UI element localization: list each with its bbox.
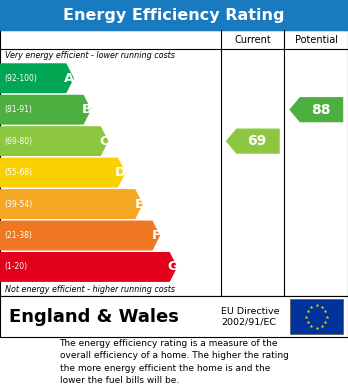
Text: Not energy efficient - higher running costs: Not energy efficient - higher running co… (5, 285, 175, 294)
Bar (290, 299, 343, 334)
Text: England & Wales: England & Wales (9, 307, 179, 326)
Bar (0, 296, 348, 337)
Text: 69: 69 (247, 134, 267, 148)
Polygon shape (0, 126, 109, 156)
Polygon shape (0, 189, 143, 219)
Bar (0, 30, 348, 296)
Polygon shape (226, 129, 280, 154)
Text: A: A (64, 72, 74, 85)
Text: B: B (82, 103, 92, 116)
Text: (39-54): (39-54) (4, 199, 32, 208)
Text: Energy Efficiency Rating: Energy Efficiency Rating (63, 7, 285, 23)
Polygon shape (0, 158, 126, 188)
Text: Current: Current (234, 35, 271, 45)
Text: F: F (152, 229, 161, 242)
Text: Potential: Potential (295, 35, 338, 45)
Polygon shape (289, 97, 343, 122)
Text: D: D (115, 166, 126, 179)
Text: (21-38): (21-38) (4, 231, 32, 240)
Text: E: E (134, 197, 144, 210)
Text: (81-91): (81-91) (4, 105, 32, 114)
Polygon shape (0, 221, 160, 251)
Text: G: G (167, 260, 178, 273)
Polygon shape (0, 63, 74, 93)
Text: 2002/91/EC: 2002/91/EC (221, 317, 276, 326)
Bar (0, 0, 348, 30)
Polygon shape (0, 252, 177, 282)
Text: (55-68): (55-68) (4, 168, 32, 177)
Text: (1-20): (1-20) (4, 262, 27, 271)
Text: (69-80): (69-80) (4, 136, 32, 145)
Polygon shape (0, 95, 91, 125)
Text: 88: 88 (311, 103, 330, 117)
Text: C: C (100, 135, 109, 148)
Text: Very energy efficient - lower running costs: Very energy efficient - lower running co… (5, 51, 175, 60)
Text: (92-100): (92-100) (4, 74, 37, 83)
Text: The energy efficiency rating is a measure of the
overall efficiency of a home. T: The energy efficiency rating is a measur… (60, 339, 288, 385)
Text: EU Directive: EU Directive (221, 307, 279, 316)
